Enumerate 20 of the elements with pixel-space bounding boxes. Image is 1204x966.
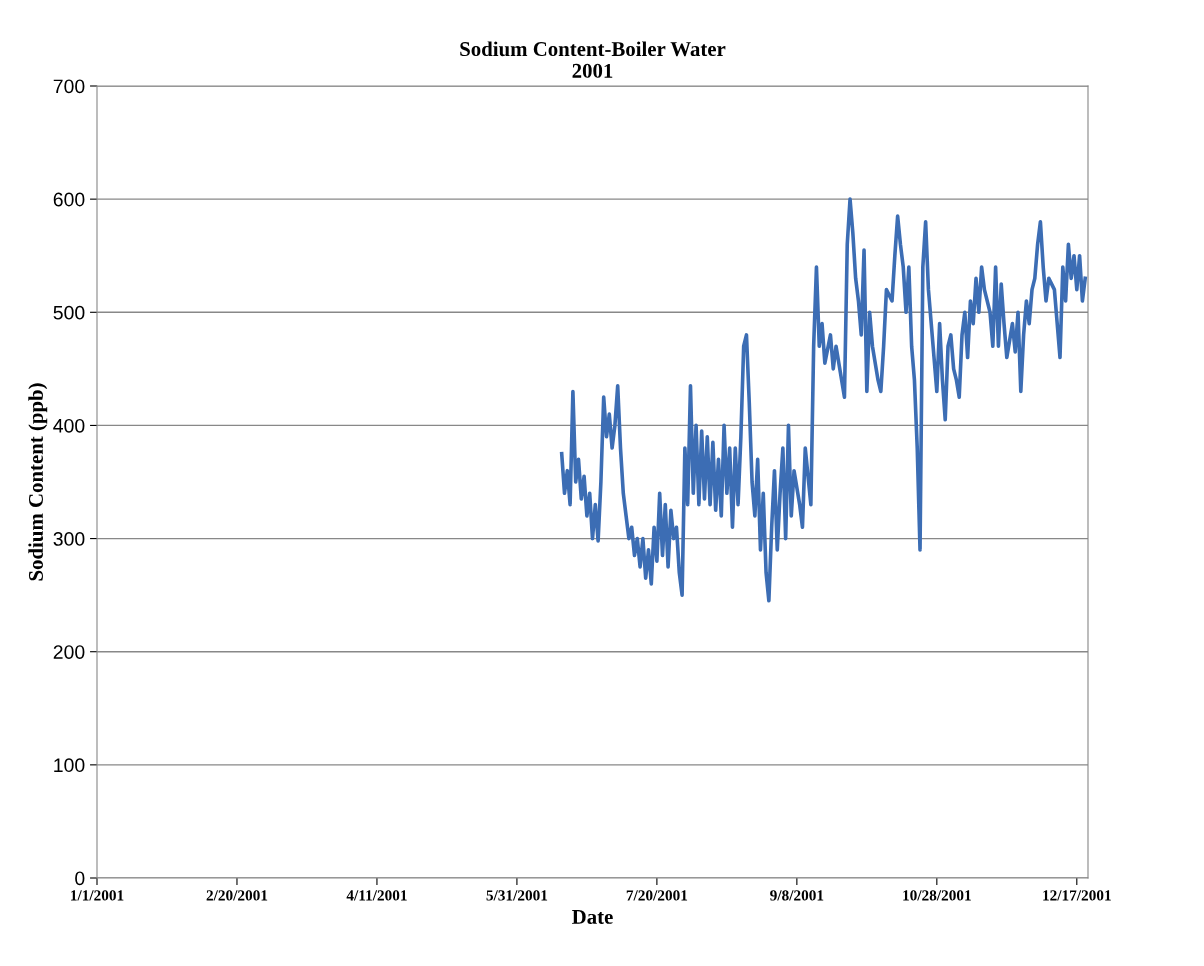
y-tick-label: 100 — [54, 758, 85, 773]
x-tick-label: 10/28/2001 — [903, 890, 971, 901]
x-tick-label: 1/1/2001 — [71, 890, 124, 901]
y-tick-label: 0 — [75, 871, 85, 886]
y-tick-label: 300 — [53, 532, 85, 546]
x-tick-label: 7/20/2001 — [626, 890, 688, 901]
y-axis-title: Sodium Content (ppb) — [28, 383, 48, 581]
x-tick-label: 12/17/2001 — [1043, 890, 1111, 901]
x-tick-label: 4/11/2001 — [346, 890, 407, 901]
line-series — [559, 197, 1088, 603]
x-tick-label: 2/20/2001 — [206, 890, 268, 901]
y-tick-label: 200 — [53, 645, 85, 659]
x-tick-label: 5/31/2001 — [486, 890, 548, 901]
y-tick-label: 500 — [53, 305, 85, 320]
chart-title: Sodium Content-Boiler Water 2001 — [460, 41, 726, 78]
y-tick-label: 600 — [53, 192, 85, 207]
x-tick-label: 9/8/2001 — [770, 890, 824, 901]
y-tick-label: 700 — [53, 79, 85, 94]
y-tick-label: 400 — [53, 418, 85, 433]
x-axis-title: Date — [572, 910, 613, 924]
